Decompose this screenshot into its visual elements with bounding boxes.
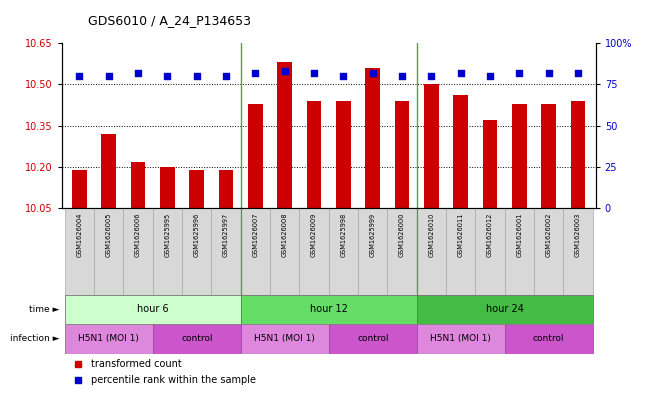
Bar <box>153 324 241 354</box>
Text: control: control <box>181 334 212 343</box>
Text: infection ►: infection ► <box>10 334 59 343</box>
Text: GSM1625996: GSM1625996 <box>194 213 200 257</box>
Text: H5N1 (MOI 1): H5N1 (MOI 1) <box>430 334 492 343</box>
Point <box>485 73 495 79</box>
Text: GSM1625997: GSM1625997 <box>223 213 229 257</box>
Text: hour 24: hour 24 <box>486 305 523 314</box>
Point <box>339 73 349 79</box>
Text: GSM1626001: GSM1626001 <box>516 213 522 257</box>
Text: GSM1626011: GSM1626011 <box>458 213 464 257</box>
Bar <box>94 208 124 295</box>
Bar <box>241 208 270 295</box>
Point <box>573 70 583 76</box>
Text: time ►: time ► <box>29 305 59 314</box>
Point <box>514 70 525 76</box>
Bar <box>542 104 556 208</box>
Text: GSM1626000: GSM1626000 <box>399 213 405 257</box>
Bar <box>270 208 299 295</box>
Text: GSM1626008: GSM1626008 <box>282 213 288 257</box>
Bar <box>277 62 292 208</box>
Point <box>426 73 437 79</box>
Bar <box>512 104 527 208</box>
Bar <box>299 208 329 295</box>
Point <box>104 73 114 79</box>
Point <box>544 70 554 76</box>
Bar <box>505 208 534 295</box>
Text: hour 12: hour 12 <box>310 305 348 314</box>
Bar <box>212 208 241 295</box>
Point <box>279 68 290 74</box>
Bar <box>219 170 234 208</box>
Bar <box>424 84 439 208</box>
Bar <box>453 95 468 208</box>
Text: GSM1626002: GSM1626002 <box>546 213 552 257</box>
Bar <box>124 208 153 295</box>
Point <box>456 70 466 76</box>
Bar <box>65 324 153 354</box>
Bar <box>65 208 94 295</box>
Point <box>309 70 319 76</box>
Bar <box>241 295 417 324</box>
Bar <box>160 167 174 208</box>
Text: GSM1625995: GSM1625995 <box>165 213 171 257</box>
Text: control: control <box>357 334 389 343</box>
Point <box>397 73 408 79</box>
Text: GSM1625999: GSM1625999 <box>370 213 376 257</box>
Text: GSM1626010: GSM1626010 <box>428 213 434 257</box>
Text: GSM1625998: GSM1625998 <box>340 213 346 257</box>
Point <box>162 73 173 79</box>
Point <box>250 70 260 76</box>
Bar <box>358 208 387 295</box>
Text: hour 6: hour 6 <box>137 305 169 314</box>
Bar <box>241 324 329 354</box>
Point <box>74 73 85 79</box>
Point <box>221 73 231 79</box>
Bar <box>307 101 322 208</box>
Bar <box>336 101 351 208</box>
Text: H5N1 (MOI 1): H5N1 (MOI 1) <box>78 334 139 343</box>
Text: GSM1626003: GSM1626003 <box>575 213 581 257</box>
Bar <box>72 170 87 208</box>
Bar <box>329 208 358 295</box>
Bar <box>365 68 380 208</box>
Bar <box>189 170 204 208</box>
Text: GSM1626004: GSM1626004 <box>76 213 83 257</box>
Bar <box>446 208 475 295</box>
Text: GDS6010 / A_24_P134653: GDS6010 / A_24_P134653 <box>88 15 251 28</box>
Bar <box>248 104 263 208</box>
Bar <box>329 324 417 354</box>
Text: GSM1626006: GSM1626006 <box>135 213 141 257</box>
Text: GSM1626007: GSM1626007 <box>253 213 258 257</box>
Bar <box>417 295 592 324</box>
Bar <box>417 324 505 354</box>
Bar <box>534 208 563 295</box>
Bar <box>571 101 585 208</box>
Bar <box>65 295 241 324</box>
Point <box>191 73 202 79</box>
Text: GSM1626012: GSM1626012 <box>487 213 493 257</box>
Text: GSM1626009: GSM1626009 <box>311 213 317 257</box>
Bar <box>417 208 446 295</box>
Bar <box>395 101 409 208</box>
Bar <box>387 208 417 295</box>
Text: percentile rank within the sample: percentile rank within the sample <box>91 375 256 385</box>
Bar <box>505 324 592 354</box>
Text: control: control <box>533 334 564 343</box>
Point <box>133 70 143 76</box>
Text: GSM1626005: GSM1626005 <box>105 213 112 257</box>
Bar <box>483 120 497 208</box>
Text: transformed count: transformed count <box>91 359 182 369</box>
Bar <box>153 208 182 295</box>
Point <box>368 70 378 76</box>
Text: H5N1 (MOI 1): H5N1 (MOI 1) <box>255 334 315 343</box>
Bar <box>475 208 505 295</box>
Bar <box>131 162 145 208</box>
Bar <box>563 208 592 295</box>
Bar <box>182 208 212 295</box>
Bar <box>102 134 116 208</box>
